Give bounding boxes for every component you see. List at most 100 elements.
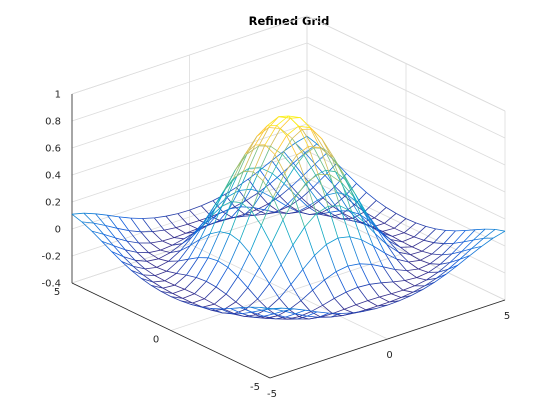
mesh-segment: [319, 147, 331, 175]
mesh-segment: [283, 310, 296, 315]
mesh-segment: [314, 255, 325, 281]
mesh-segment: [339, 205, 352, 212]
mesh-segment: [369, 282, 382, 285]
mesh-segment: [453, 241, 464, 244]
mesh-segment: [244, 144, 256, 155]
mesh-segment: [308, 146, 321, 148]
mesh-segment: [364, 212, 376, 234]
mesh-segment: [272, 172, 286, 198]
mesh-segment: [184, 277, 197, 290]
mesh-segment: [449, 251, 462, 263]
mesh-segment: [141, 278, 152, 286]
mesh-segment: [170, 296, 182, 302]
mesh-segment: [288, 115, 299, 127]
mesh-segment: [404, 280, 415, 287]
mesh-segment: [230, 308, 243, 314]
mesh-segment: [272, 154, 283, 174]
mesh-segment: [396, 258, 407, 271]
mesh-segment: [205, 260, 219, 282]
mesh-segment: [331, 157, 343, 183]
mesh-segment: [105, 225, 118, 229]
mesh-segment: [364, 200, 377, 213]
x-tick-label: 0: [386, 350, 392, 361]
mesh-segment: [273, 183, 285, 199]
mesh-segment: [217, 260, 229, 268]
mesh-segment: [266, 212, 277, 215]
mesh-segment: [360, 222, 371, 228]
mesh-segment: [185, 231, 196, 234]
mesh-segment: [357, 287, 369, 301]
mesh-segment: [429, 254, 443, 265]
mesh-segment: [130, 217, 142, 233]
mesh-segment: [181, 236, 193, 245]
mesh-segment: [418, 263, 431, 270]
mesh-segment: [212, 194, 225, 201]
mesh-segment: [461, 248, 472, 252]
mesh-segment: [124, 249, 136, 261]
mesh-segment: [274, 154, 286, 174]
mesh-segment: [259, 243, 272, 268]
mesh-segment: [151, 285, 163, 289]
mesh-segment: [133, 266, 146, 270]
mesh-segment: [350, 220, 361, 224]
mesh-segment: [396, 258, 409, 263]
mesh-segment: [247, 287, 258, 300]
mesh-segment: [191, 226, 203, 238]
mesh-segment: [162, 287, 173, 294]
mesh-segment: [135, 259, 147, 262]
mesh-segment: [331, 157, 344, 175]
mesh-segment: [291, 138, 305, 156]
mesh-segment: [314, 152, 328, 165]
mesh-segment: [189, 209, 200, 221]
mesh-segment: [270, 243, 282, 265]
mesh-segment: [142, 274, 154, 283]
mesh-segment: [339, 205, 351, 237]
mesh-segment: [381, 282, 392, 294]
mesh-segment: [187, 223, 198, 230]
mesh-segment: [374, 207, 387, 219]
mesh-segment: [431, 253, 442, 256]
mesh-segment: [256, 203, 269, 211]
mesh-segment: [340, 312, 353, 314]
mesh-segment: [352, 211, 365, 219]
mesh-segment: [260, 197, 274, 226]
mesh-segment: [386, 244, 399, 253]
mesh-segment: [302, 255, 315, 270]
mesh-segment: [173, 237, 185, 240]
mesh-segment: [309, 127, 323, 140]
mesh-segment: [433, 242, 444, 245]
mesh-segment: [335, 271, 347, 293]
mesh-segment: [260, 146, 271, 168]
mesh-segment: [131, 270, 142, 279]
mesh-segment: [231, 201, 242, 204]
mesh-segment: [459, 255, 470, 260]
mesh-segment: [150, 242, 161, 251]
mesh-segment: [402, 285, 415, 291]
mesh-segment: [363, 221, 376, 234]
grid-lines: [71, 15, 506, 379]
mesh-segment: [152, 231, 163, 242]
mesh-segment: [219, 231, 230, 235]
z-tick-label: -0.2: [41, 252, 61, 263]
mesh-segment: [295, 309, 306, 315]
mesh-segment: [347, 263, 360, 267]
mesh-segment: [317, 174, 329, 207]
mesh-segment: [93, 222, 104, 235]
mesh-segment: [361, 239, 372, 265]
mesh-segment: [412, 285, 425, 293]
mesh-segment: [111, 251, 124, 257]
mesh-segment: [310, 311, 321, 318]
mesh-segment: [220, 308, 233, 315]
mesh-segment: [439, 253, 453, 265]
mesh-segment: [263, 315, 276, 320]
mesh-segment: [394, 218, 407, 229]
mesh-segment: [195, 257, 209, 278]
mesh-segment: [118, 216, 130, 231]
mesh-segment: [343, 173, 356, 195]
mesh-segment: [300, 300, 312, 312]
mesh-segment: [162, 237, 175, 242]
mesh-segment: [315, 169, 326, 176]
mesh-segment: [262, 154, 276, 181]
mesh-segment: [244, 209, 257, 215]
mesh-segment: [343, 173, 354, 197]
